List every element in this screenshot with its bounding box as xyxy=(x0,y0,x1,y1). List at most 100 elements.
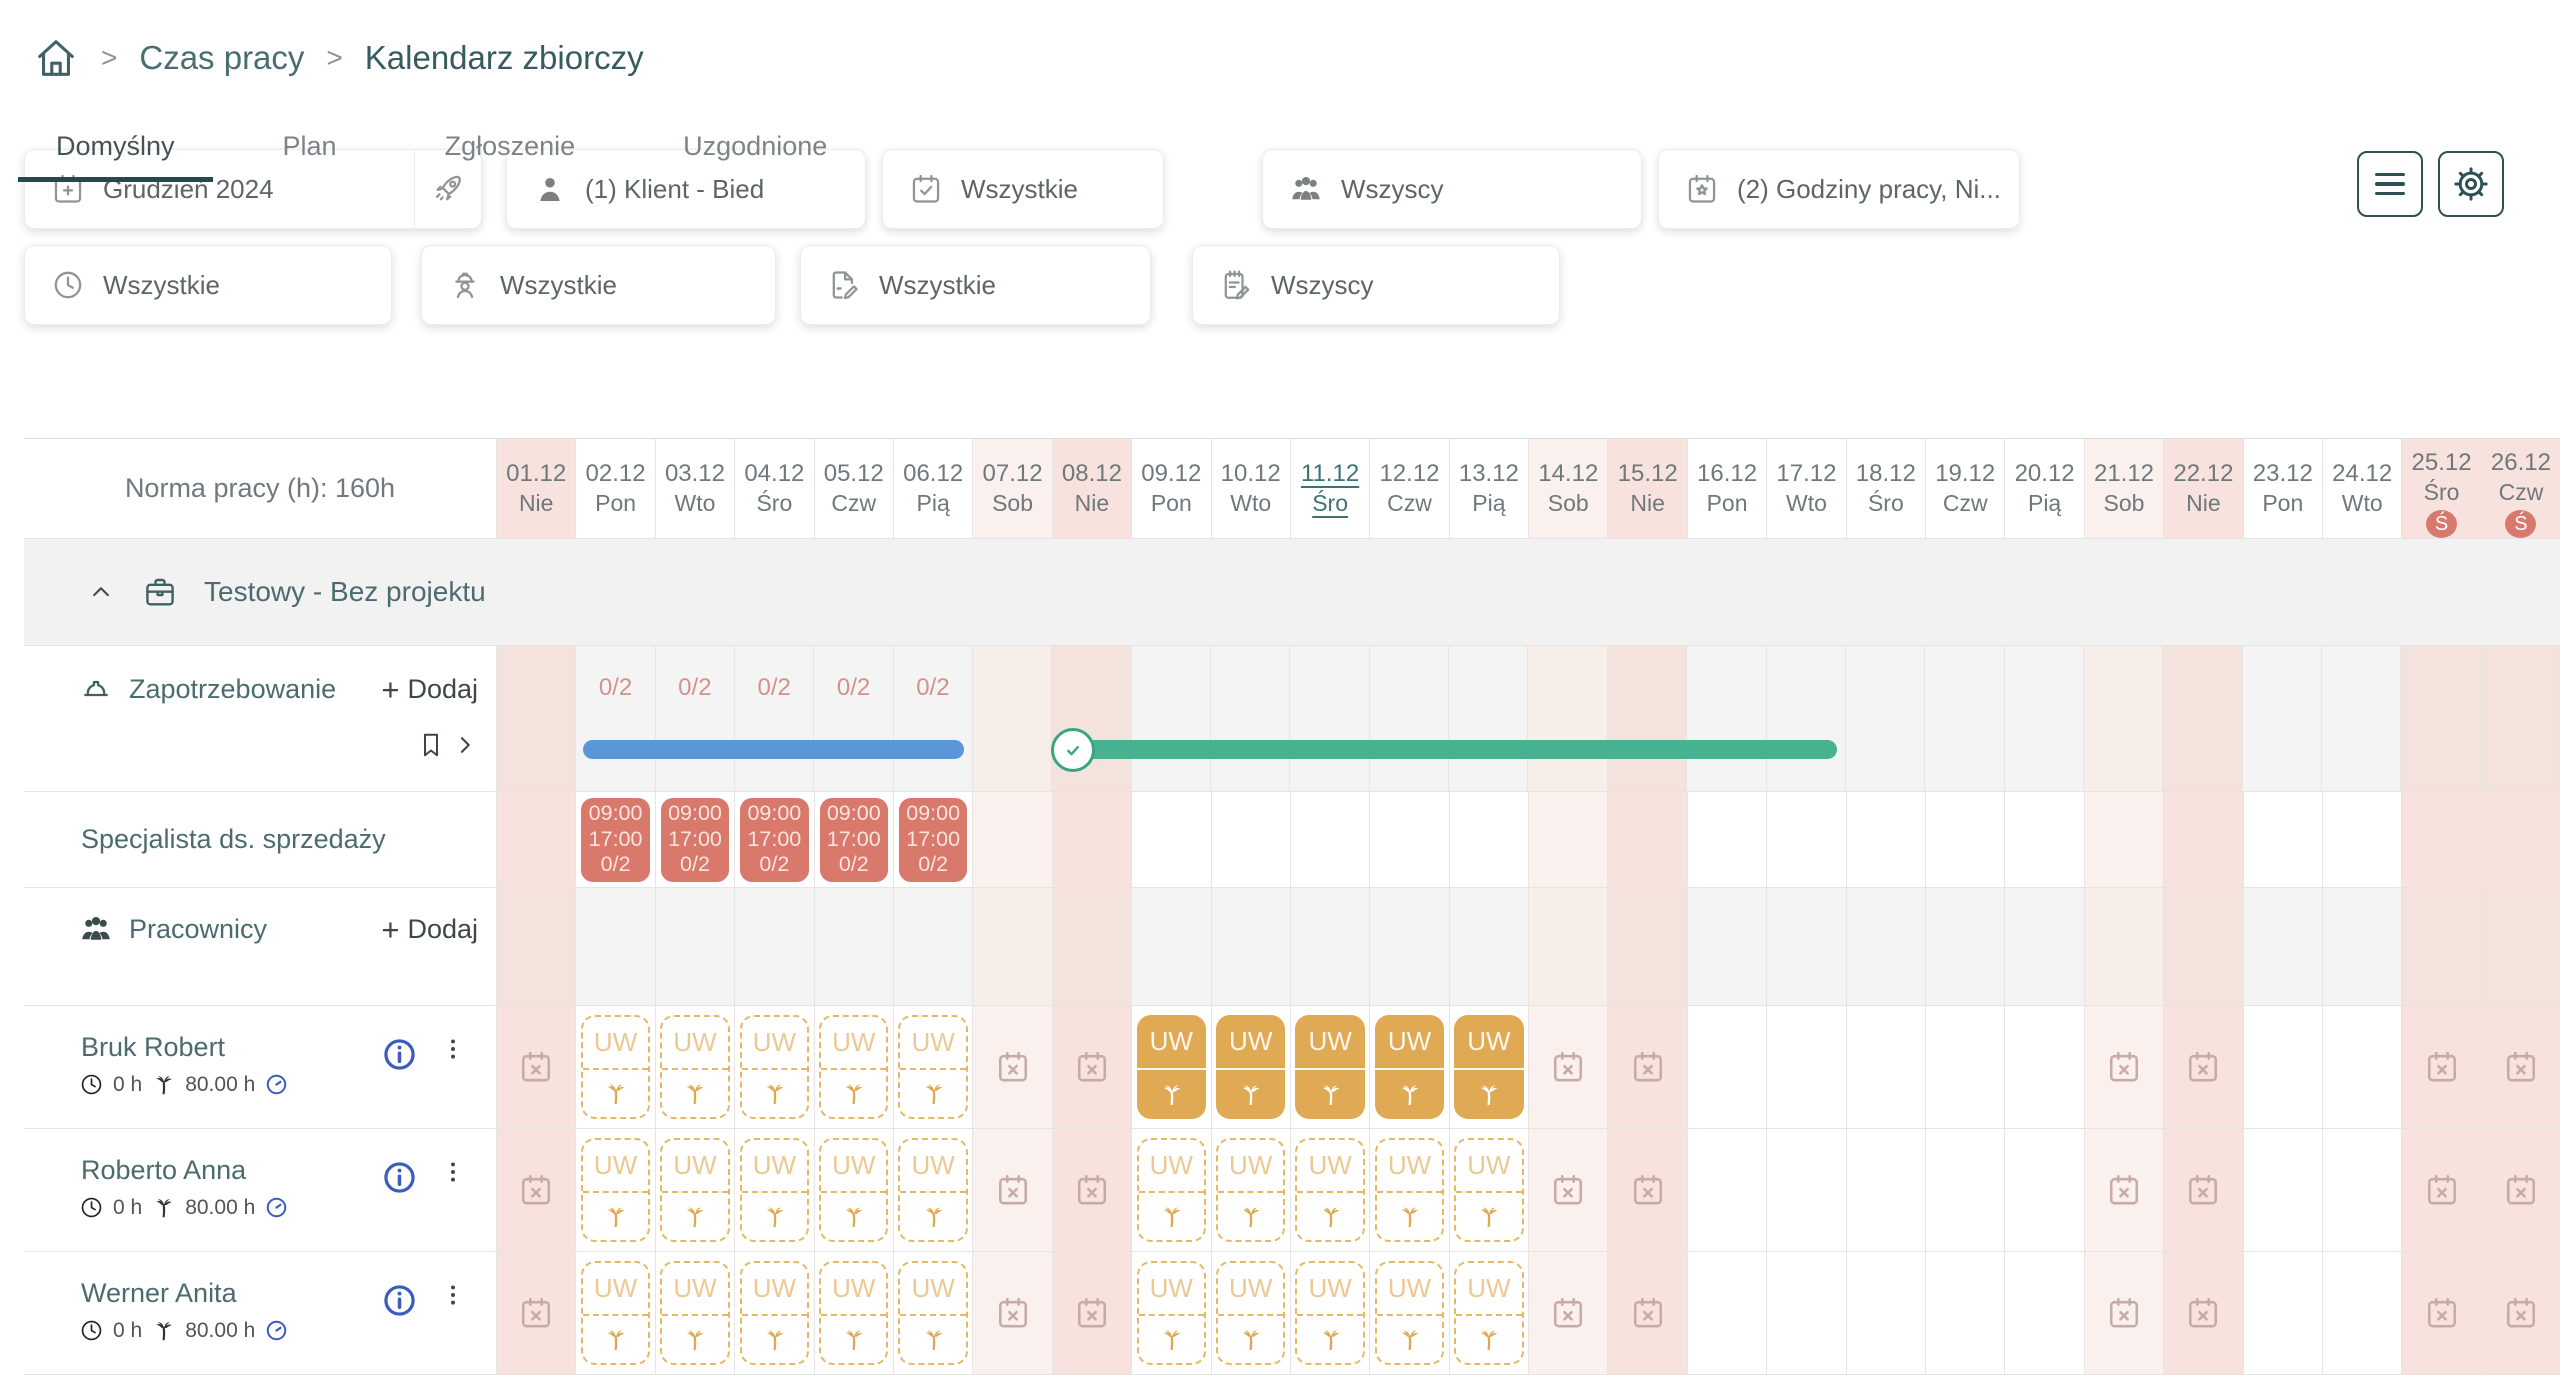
role-cell-07.12[interactable] xyxy=(973,792,1053,887)
role-cell-12.12[interactable] xyxy=(1370,792,1450,887)
employee-cell-14.12[interactable] xyxy=(1529,1006,1609,1128)
role-cell-13.12[interactable] xyxy=(1450,792,1530,887)
role-cell-05.12[interactable]: 09:00 17:00 0/2 xyxy=(815,792,894,887)
employee-cell-08.12[interactable] xyxy=(1052,1252,1133,1374)
role-cell-08.12[interactable] xyxy=(1052,792,1133,887)
employee-cell-16.12[interactable] xyxy=(1688,1006,1768,1128)
demand-cell-07.12[interactable] xyxy=(973,646,1053,791)
employee-cell-06.12[interactable]: UW xyxy=(894,1252,974,1374)
day-header-13.12[interactable]: 13.12 Pią xyxy=(1450,439,1530,538)
employee-cell-10.12[interactable]: UW xyxy=(1212,1006,1291,1128)
employee-cell-17.12[interactable] xyxy=(1767,1006,1847,1128)
demand-cell-24.12[interactable] xyxy=(2321,646,2402,791)
vacation-chip[interactable]: UW xyxy=(660,1138,730,1242)
employee-cell-23.12[interactable] xyxy=(2244,1129,2323,1251)
vacation-chip[interactable]: UW xyxy=(739,1138,810,1242)
add-demand-button[interactable]: + Dodaj xyxy=(381,671,478,707)
vacation-chip[interactable]: UW xyxy=(1295,1261,1365,1365)
vacation-chip[interactable]: UW xyxy=(1216,1015,1286,1119)
employee-cell-01.12[interactable] xyxy=(497,1252,577,1374)
employee-cell-24.12[interactable] xyxy=(2323,1129,2403,1251)
client-filter[interactable]: (1) Klient - Bied xyxy=(506,149,866,229)
role-cell-16.12[interactable] xyxy=(1688,792,1768,887)
employee-cell-08.12[interactable] xyxy=(1052,1129,1133,1251)
hours-filter[interactable]: Wszystkie xyxy=(24,245,392,325)
vacation-chip[interactable]: UW xyxy=(898,1015,968,1119)
employee-cell-24.12[interactable] xyxy=(2323,1006,2403,1128)
demand-cell-10.12[interactable] xyxy=(1211,646,1291,791)
employee-cell-23.12[interactable] xyxy=(2244,1252,2323,1374)
add-employee-button[interactable]: + Dodaj xyxy=(381,911,478,947)
employee-cell-01.12[interactable] xyxy=(497,1006,577,1128)
employee-cell-21.12[interactable] xyxy=(2084,1129,2165,1251)
demand-cell-02.12[interactable]: 0/2 xyxy=(576,646,656,791)
settings-button[interactable] xyxy=(2438,151,2504,217)
positions-filter[interactable]: Wszystkie xyxy=(421,245,776,325)
role-cell-20.12[interactable] xyxy=(2005,792,2085,887)
employee-cell-14.12[interactable] xyxy=(1529,1252,1609,1374)
demand-cell-06.12[interactable]: 0/2 xyxy=(893,646,974,791)
day-header-17.12[interactable]: 17.12 Wto xyxy=(1767,439,1847,538)
vacation-chip[interactable]: UW xyxy=(1216,1138,1286,1242)
day-header-12.12[interactable]: 12.12 Czw xyxy=(1370,439,1450,538)
employee-cell-25.12[interactable] xyxy=(2402,1006,2482,1128)
contracts-filter[interactable]: Wszystkie xyxy=(800,245,1151,325)
vacation-chip[interactable]: UW xyxy=(1216,1261,1286,1365)
role-cell-03.12[interactable]: 09:00 17:00 0/2 xyxy=(656,792,736,887)
project-section-row[interactable]: Testowy - Bez projektu xyxy=(24,539,2560,646)
demand-cell-23.12[interactable] xyxy=(2242,646,2322,791)
demand-cell-17.12[interactable] xyxy=(1766,646,1846,791)
employee-cell-12.12[interactable]: UW xyxy=(1370,1129,1450,1251)
employee-cell-03.12[interactable]: UW xyxy=(656,1252,736,1374)
demand-cell-19.12[interactable] xyxy=(1925,646,2005,791)
employee-name[interactable]: Werner Anita xyxy=(81,1278,237,1308)
employee-cell-10.12[interactable]: UW xyxy=(1212,1129,1291,1251)
demand-cell-12.12[interactable] xyxy=(1369,646,1450,791)
day-header-21.12[interactable]: 21.12 Sob xyxy=(2084,439,2165,538)
employee-cell-20.12[interactable] xyxy=(2005,1006,2085,1128)
shift-chip[interactable]: 09:00 17:00 0/2 xyxy=(740,797,809,882)
role-cell-11.12[interactable] xyxy=(1291,792,1371,887)
role-cell-25.12[interactable] xyxy=(2402,792,2482,887)
day-header-15.12[interactable]: 15.12 Nie xyxy=(1608,439,1688,538)
employee-cell-09.12[interactable]: UW xyxy=(1132,1252,1212,1374)
employee-cell-26.12[interactable] xyxy=(2481,1252,2560,1374)
home-icon[interactable] xyxy=(33,35,79,81)
vacation-chip[interactable]: UW xyxy=(1136,1015,1207,1119)
role-cell-01.12[interactable] xyxy=(497,792,577,887)
employee-cell-07.12[interactable] xyxy=(973,1252,1053,1374)
vacation-chip[interactable]: UW xyxy=(819,1015,889,1119)
day-header-16.12[interactable]: 16.12 Pon xyxy=(1688,439,1768,538)
vacation-chip[interactable]: UW xyxy=(1136,1138,1207,1242)
vacation-chip[interactable]: UW xyxy=(1454,1015,1524,1119)
employee-cell-07.12[interactable] xyxy=(973,1006,1053,1128)
day-header-09.12[interactable]: 09.12 Pon xyxy=(1132,439,1212,538)
role-cell-19.12[interactable] xyxy=(1926,792,2006,887)
employee-cell-13.12[interactable]: UW xyxy=(1450,1129,1530,1251)
day-header-03.12[interactable]: 03.12 Wto xyxy=(656,439,736,538)
employee-cell-22.12[interactable] xyxy=(2164,1006,2244,1128)
vacation-chip[interactable]: UW xyxy=(1136,1261,1207,1365)
vacation-chip[interactable]: UW xyxy=(898,1261,968,1365)
day-header-22.12[interactable]: 22.12 Nie xyxy=(2164,439,2244,538)
employee-cell-01.12[interactable] xyxy=(497,1129,577,1251)
day-header-06.12[interactable]: 06.12 Pią xyxy=(894,439,974,538)
tab-plan[interactable]: Plan xyxy=(282,131,337,161)
demand-cell-18.12[interactable] xyxy=(1845,646,1926,791)
employee-cell-03.12[interactable]: UW xyxy=(656,1129,736,1251)
role-cell-02.12[interactable]: 09:00 17:00 0/2 xyxy=(576,792,656,887)
demand-cell-04.12[interactable]: 0/2 xyxy=(735,646,815,791)
employee-info-button[interactable] xyxy=(381,1282,418,1319)
employee-cell-25.12[interactable] xyxy=(2402,1129,2482,1251)
employee-cell-03.12[interactable]: UW xyxy=(656,1006,736,1128)
role-cell-10.12[interactable] xyxy=(1212,792,1291,887)
demand-cell-16.12[interactable] xyxy=(1687,646,1767,791)
employee-cell-18.12[interactable] xyxy=(1847,1006,1927,1128)
shift-chip[interactable]: 09:00 17:00 0/2 xyxy=(581,797,650,882)
employee-cell-19.12[interactable] xyxy=(1926,1006,2006,1128)
demand-cell-20.12[interactable] xyxy=(2004,646,2084,791)
employee-cell-10.12[interactable]: UW xyxy=(1212,1252,1291,1374)
employee-cell-04.12[interactable]: UW xyxy=(735,1006,815,1128)
employee-cell-19.12[interactable] xyxy=(1926,1252,2006,1374)
role-cell-17.12[interactable] xyxy=(1767,792,1847,887)
